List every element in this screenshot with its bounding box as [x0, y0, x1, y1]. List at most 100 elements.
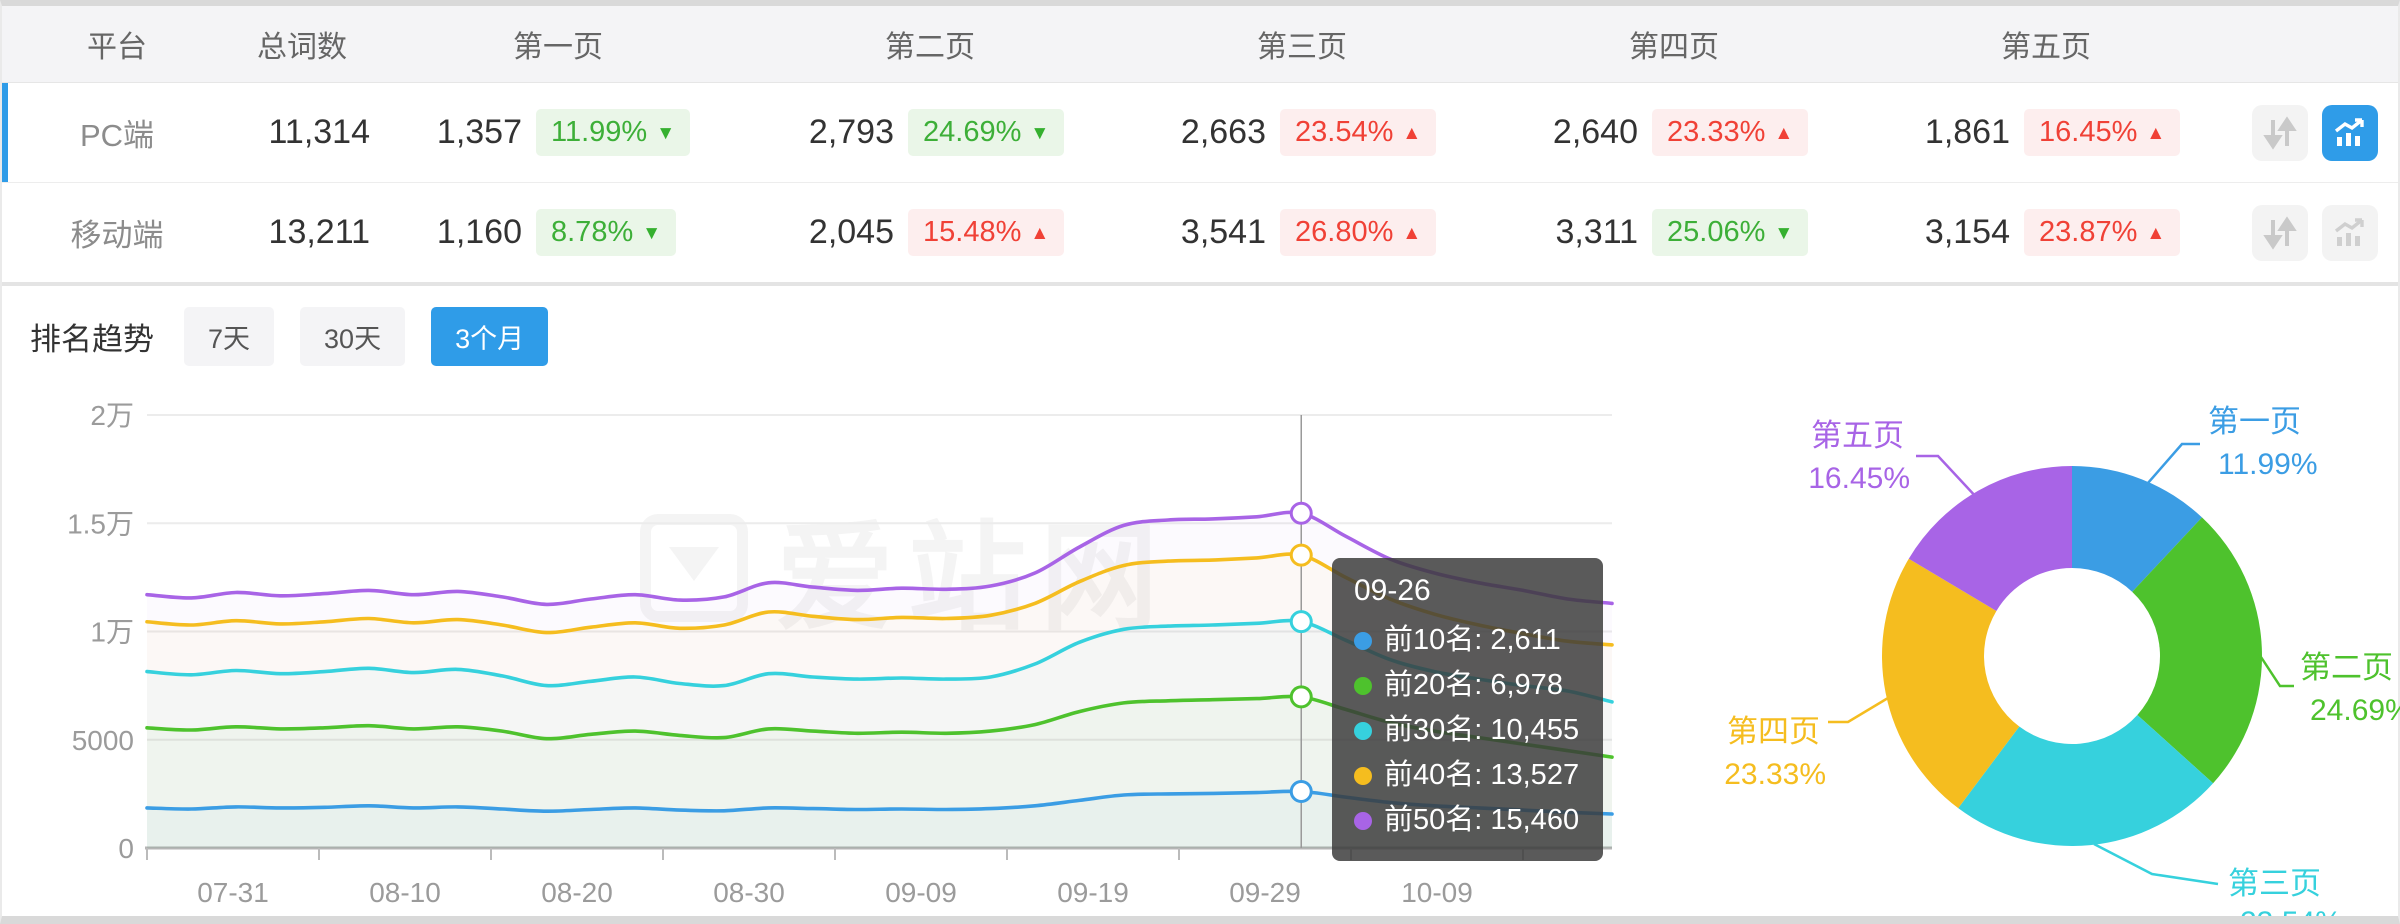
- page1-change-badge: 11.99% ▼: [536, 109, 691, 156]
- table-row-pc[interactable]: PC端 11,314 1,357 11.99% ▼ 2,793 24.69% ▼ 2…: [2, 83, 2398, 183]
- trend-triangle-icon: ▼: [642, 223, 662, 244]
- series-dot-icon: [1354, 766, 1372, 785]
- platform-label: PC端: [79, 118, 155, 153]
- donut-segment-0[interactable]: [2072, 466, 2202, 592]
- donut-segment-3[interactable]: [1882, 558, 2020, 809]
- page1-count: 1,357: [436, 113, 522, 151]
- x-tick-label: 09-29: [1229, 877, 1301, 908]
- header-page-2: 第二页: [885, 31, 975, 64]
- tab-30-days[interactable]: 30天: [300, 306, 406, 366]
- crosshair-marker-4: [1289, 501, 1313, 525]
- y-tick-label: 2万: [90, 400, 134, 431]
- tab-3-months[interactable]: 3个月: [431, 306, 549, 366]
- donut-label-pct-3: 23.33%: [1724, 758, 1826, 791]
- x-tick-label: 09-19: [1057, 877, 1129, 908]
- trend-chart-button-active[interactable]: [2322, 104, 2378, 161]
- trend-triangle-icon: ▼: [1030, 123, 1050, 144]
- crosshair-marker-3: [1289, 543, 1313, 567]
- x-tick-label: 10-09: [1401, 877, 1473, 908]
- header-page-5: 第五页: [2001, 31, 2091, 64]
- sort-compare-button[interactable]: [2252, 104, 2308, 161]
- page5-count: 3,154: [1924, 213, 2010, 251]
- trend-triangle-icon: ▲: [1402, 123, 1422, 144]
- platform-label: 移动端: [70, 218, 164, 253]
- donut-segment-4[interactable]: [1908, 466, 2072, 611]
- y-tick-label: 0: [118, 833, 134, 864]
- total-words-value: 11,314: [268, 113, 370, 151]
- tooltip-item: 前40名: 13,527: [1354, 753, 1579, 798]
- trend-line-4: [145, 510, 1614, 607]
- donut-label-pct-0: 11.99%: [2218, 448, 2318, 481]
- trend-triangle-icon: ▲: [2146, 123, 2166, 144]
- page5-change-badge: 16.45% ▲: [2024, 109, 2181, 156]
- table-row-mobile[interactable]: 移动端 13,211 1,160 8.78% ▼ 2,045 15.48% ▲ 3,…: [2, 183, 2398, 283]
- page1-count: 1,160: [436, 213, 522, 251]
- donut-label-name-3: 第四页: [1727, 714, 1820, 749]
- trend-triangle-icon: ▲: [1774, 123, 1794, 144]
- donut-label-pct-4: 16.45%: [1808, 462, 1910, 495]
- trend-chart-icon: [2334, 117, 2364, 146]
- tooltip-item: 前30名: 10,455: [1354, 708, 1579, 753]
- page2-count: 2,793: [808, 113, 894, 151]
- header-total-words: 总词数: [257, 31, 347, 64]
- header-page-1: 第一页: [513, 31, 603, 64]
- page2-change-badge: 24.69% ▼: [908, 109, 1065, 156]
- page5-count: 1,861: [1924, 113, 2010, 151]
- page3-count: 2,663: [1180, 113, 1266, 151]
- trend-triangle-icon: ▼: [1774, 223, 1794, 244]
- sort-arrows-icon: [2263, 115, 2297, 150]
- crosshair-marker-1: [1289, 685, 1313, 709]
- ranking-summary-table: 平台 总词数 第一页 第二页 第三页 第四页 第五页 PC端 11,314 1,…: [2, 6, 2398, 283]
- series-dot-icon: [1354, 811, 1372, 830]
- header-platform: 平台: [87, 31, 147, 64]
- donut-label-name-1: 第二页: [2300, 650, 2393, 685]
- table-header-row: 平台 总词数 第一页 第二页 第三页 第四页 第五页: [2, 6, 2398, 83]
- charts-canvas: 0 5000 1万 1.5万 2万 07-31 08-10 08-20 08-30 09-09 09…: [67, 400, 2400, 916]
- trend-title: 排名趋势: [30, 321, 154, 357]
- x-tick-label: 08-10: [369, 877, 441, 908]
- page1-change-badge: 8.78% ▼: [536, 209, 677, 256]
- tooltip-date: 09-26: [1354, 574, 1431, 607]
- trend-triangle-icon: ▲: [2146, 223, 2166, 244]
- series-dot-icon: [1354, 676, 1372, 695]
- page5-change-badge: 23.87% ▲: [2024, 209, 2181, 256]
- series-dot-icon: [1354, 721, 1372, 740]
- sort-compare-button[interactable]: [2252, 204, 2308, 261]
- tooltip-item: 前10名: 2,611: [1354, 618, 1579, 663]
- donut-label-pct-2: 23.54%: [2240, 906, 2342, 916]
- donut-label-name-0: 第一页: [2208, 404, 2301, 439]
- crosshair-marker-0: [1289, 779, 1313, 803]
- trend-triangle-icon: ▲: [1402, 223, 1422, 244]
- donut-segment-1[interactable]: [2132, 517, 2262, 784]
- series-dot-icon: [1354, 631, 1372, 650]
- page4-count: 3,311: [1555, 213, 1638, 251]
- tooltip-item: 前50名: 15,460: [1354, 798, 1579, 843]
- header-page-4: 第四页: [1629, 31, 1719, 64]
- tab-7-days[interactable]: 7天: [184, 306, 275, 366]
- tooltip-item: 前20名: 6,978: [1354, 663, 1579, 708]
- section-divider: [2, 282, 2398, 286]
- donut-label-pct-1: 24.69%: [2310, 694, 2400, 727]
- donut-segment-2[interactable]: [1958, 714, 2214, 846]
- trend-toolbar: 排名趋势 7天 30天 3个月: [2, 286, 2398, 366]
- x-tick-label: 08-20: [541, 877, 613, 908]
- trend-chart-icon: [2334, 217, 2364, 246]
- x-tick-label: 08-30: [713, 877, 785, 908]
- x-tick-label: 09-09: [885, 877, 957, 908]
- page2-change-badge: 15.48% ▲: [908, 209, 1065, 256]
- trend-chart-button[interactable]: [2322, 204, 2378, 261]
- sort-arrows-icon: [2263, 215, 2297, 250]
- trend-triangle-icon: ▼: [656, 123, 676, 144]
- y-tick-label: 1万: [90, 617, 134, 648]
- page2-count: 2,045: [808, 213, 894, 251]
- x-tick-label: 07-31: [197, 877, 269, 908]
- donut-leader-1: [2257, 653, 2294, 688]
- donut-leader-0: [2140, 442, 2200, 492]
- page4-change-badge: 23.33% ▲: [1652, 109, 1809, 156]
- donut-label-name-4: 第五页: [1811, 418, 1904, 453]
- donut-leader-4: [1916, 454, 1979, 500]
- page3-change-badge: 26.80% ▲: [1280, 209, 1437, 256]
- y-tick-label: 1.5万: [67, 508, 134, 539]
- donut-leader-2: [2093, 842, 2219, 886]
